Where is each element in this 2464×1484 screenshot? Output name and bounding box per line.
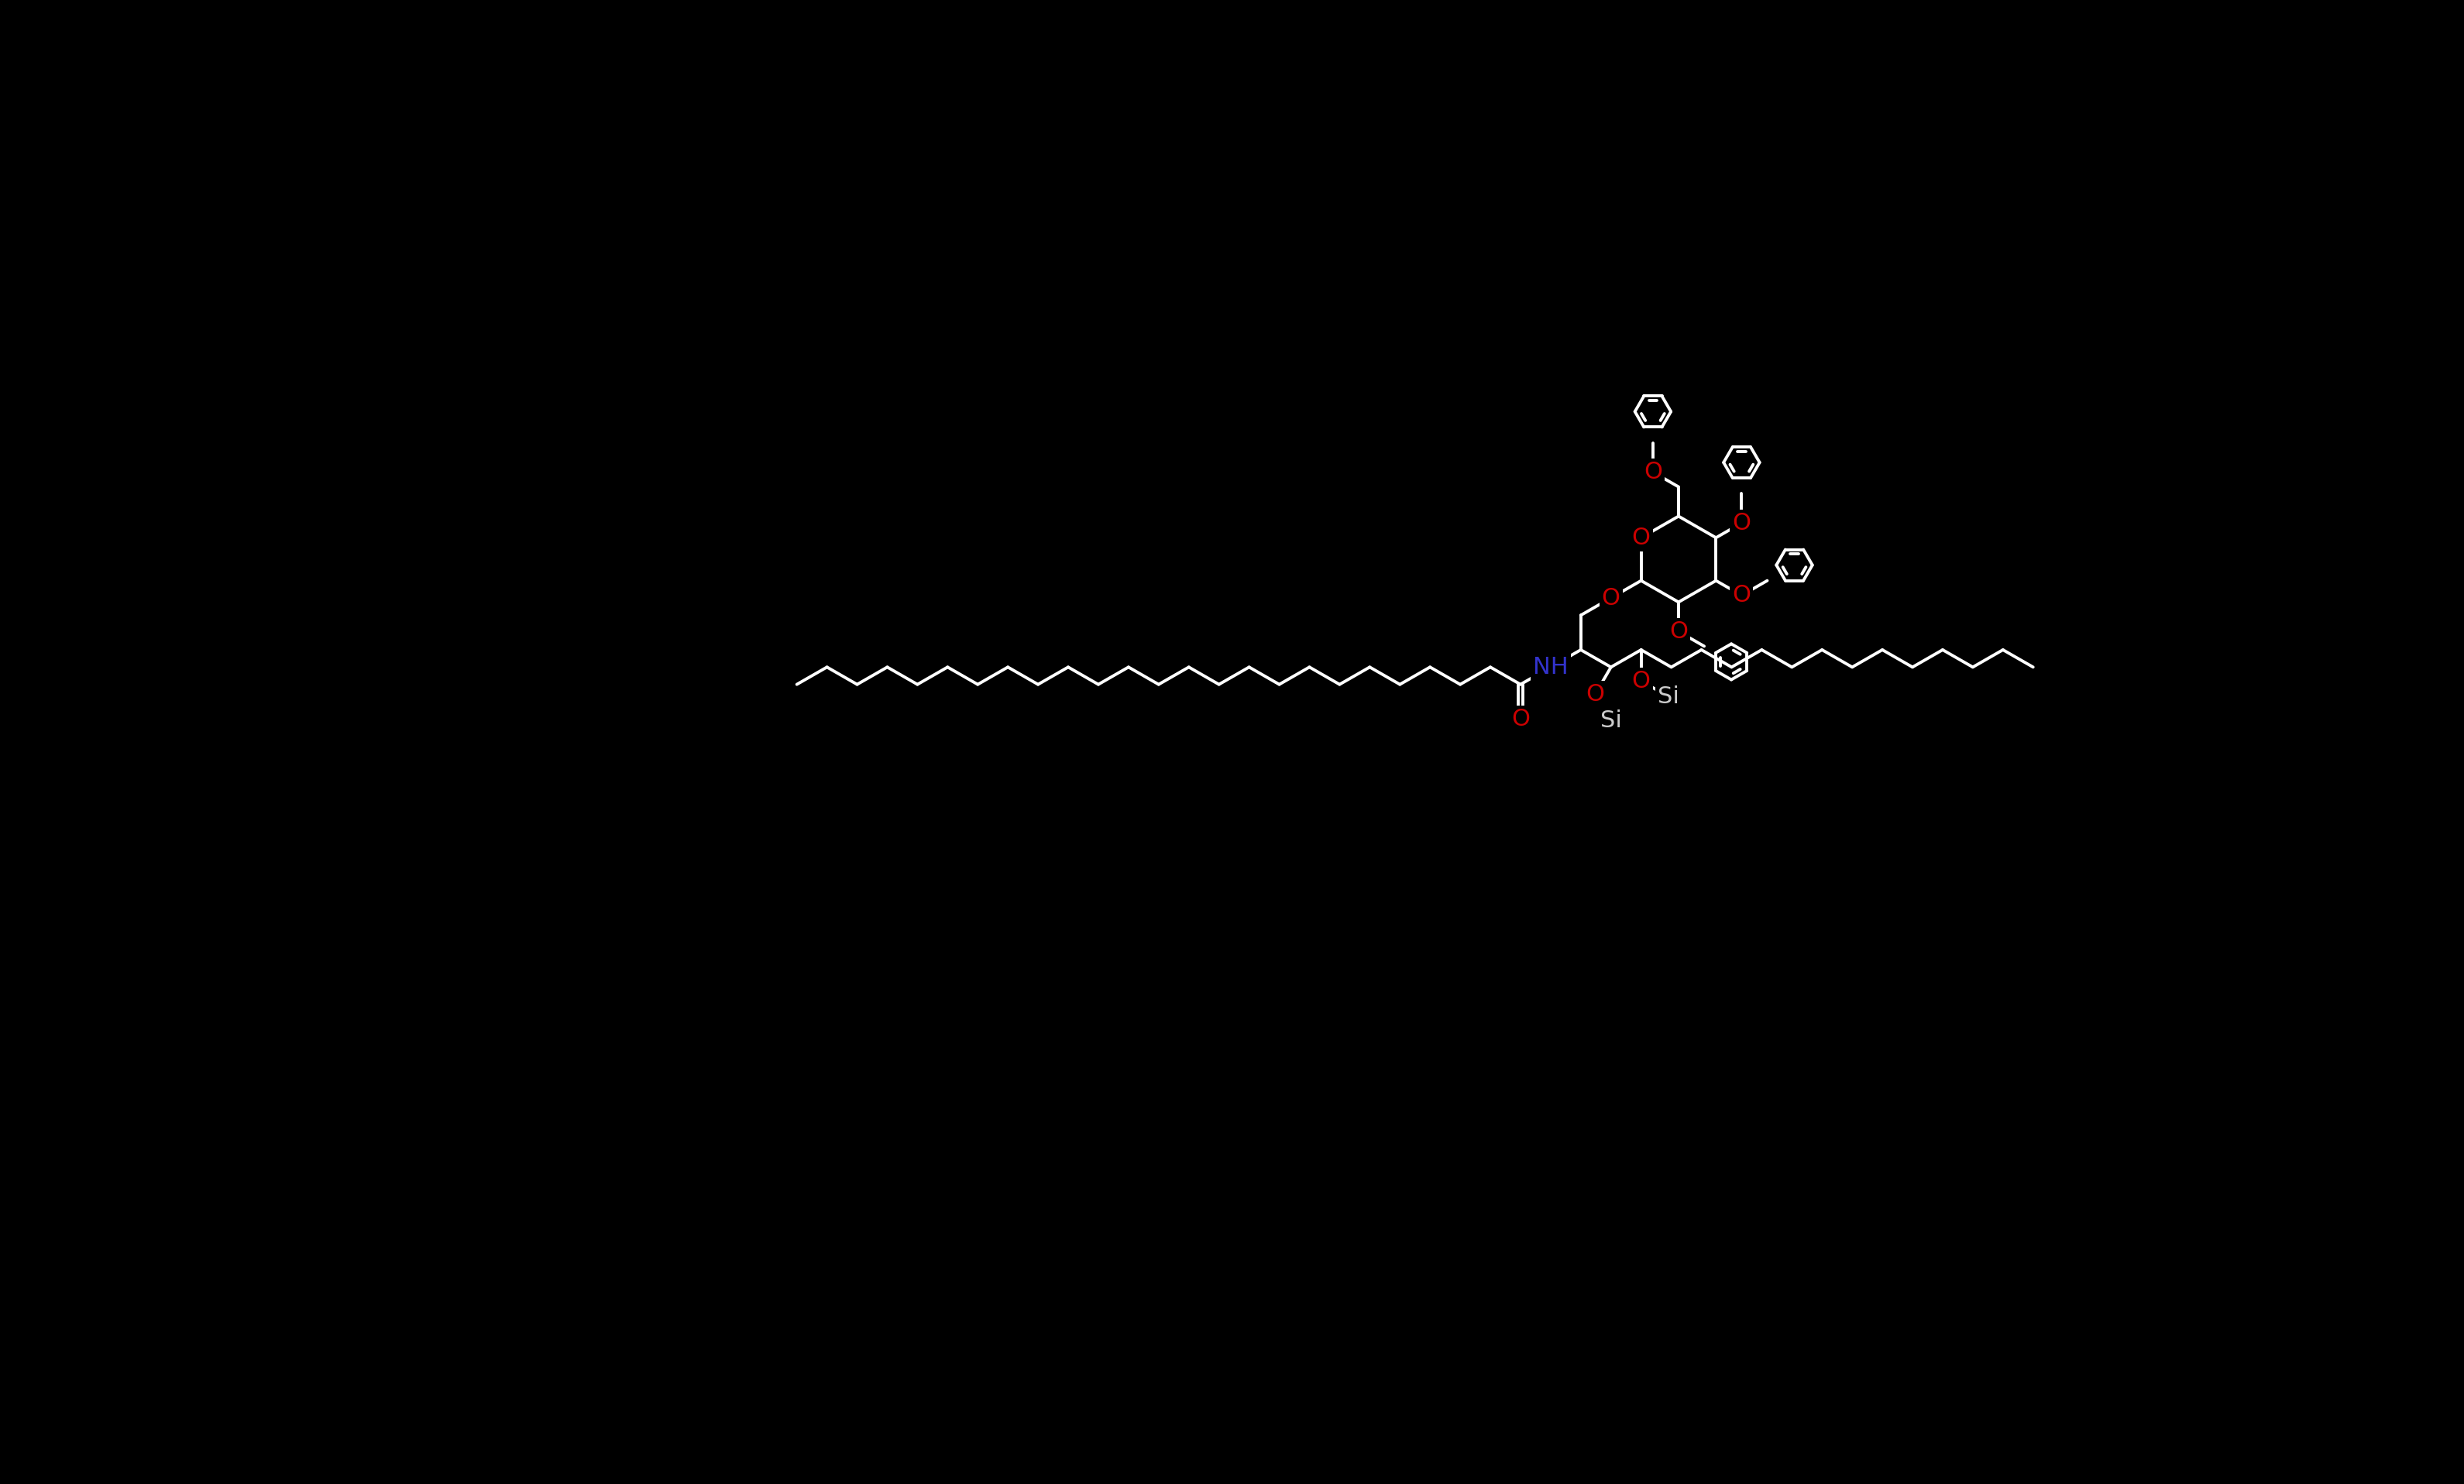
Text: O: O: [1643, 462, 1663, 484]
Text: Si: Si: [1599, 709, 1621, 732]
Text: NH: NH: [1533, 656, 1570, 678]
Text: O: O: [1732, 512, 1752, 534]
Text: O: O: [1631, 669, 1651, 692]
Text: O: O: [1631, 527, 1651, 549]
Text: O: O: [1510, 708, 1530, 730]
Text: O: O: [1602, 586, 1621, 608]
Text: O: O: [1732, 585, 1752, 607]
Text: O: O: [1668, 620, 1688, 643]
Text: O: O: [1587, 683, 1604, 705]
Text: Si: Si: [1658, 686, 1678, 708]
